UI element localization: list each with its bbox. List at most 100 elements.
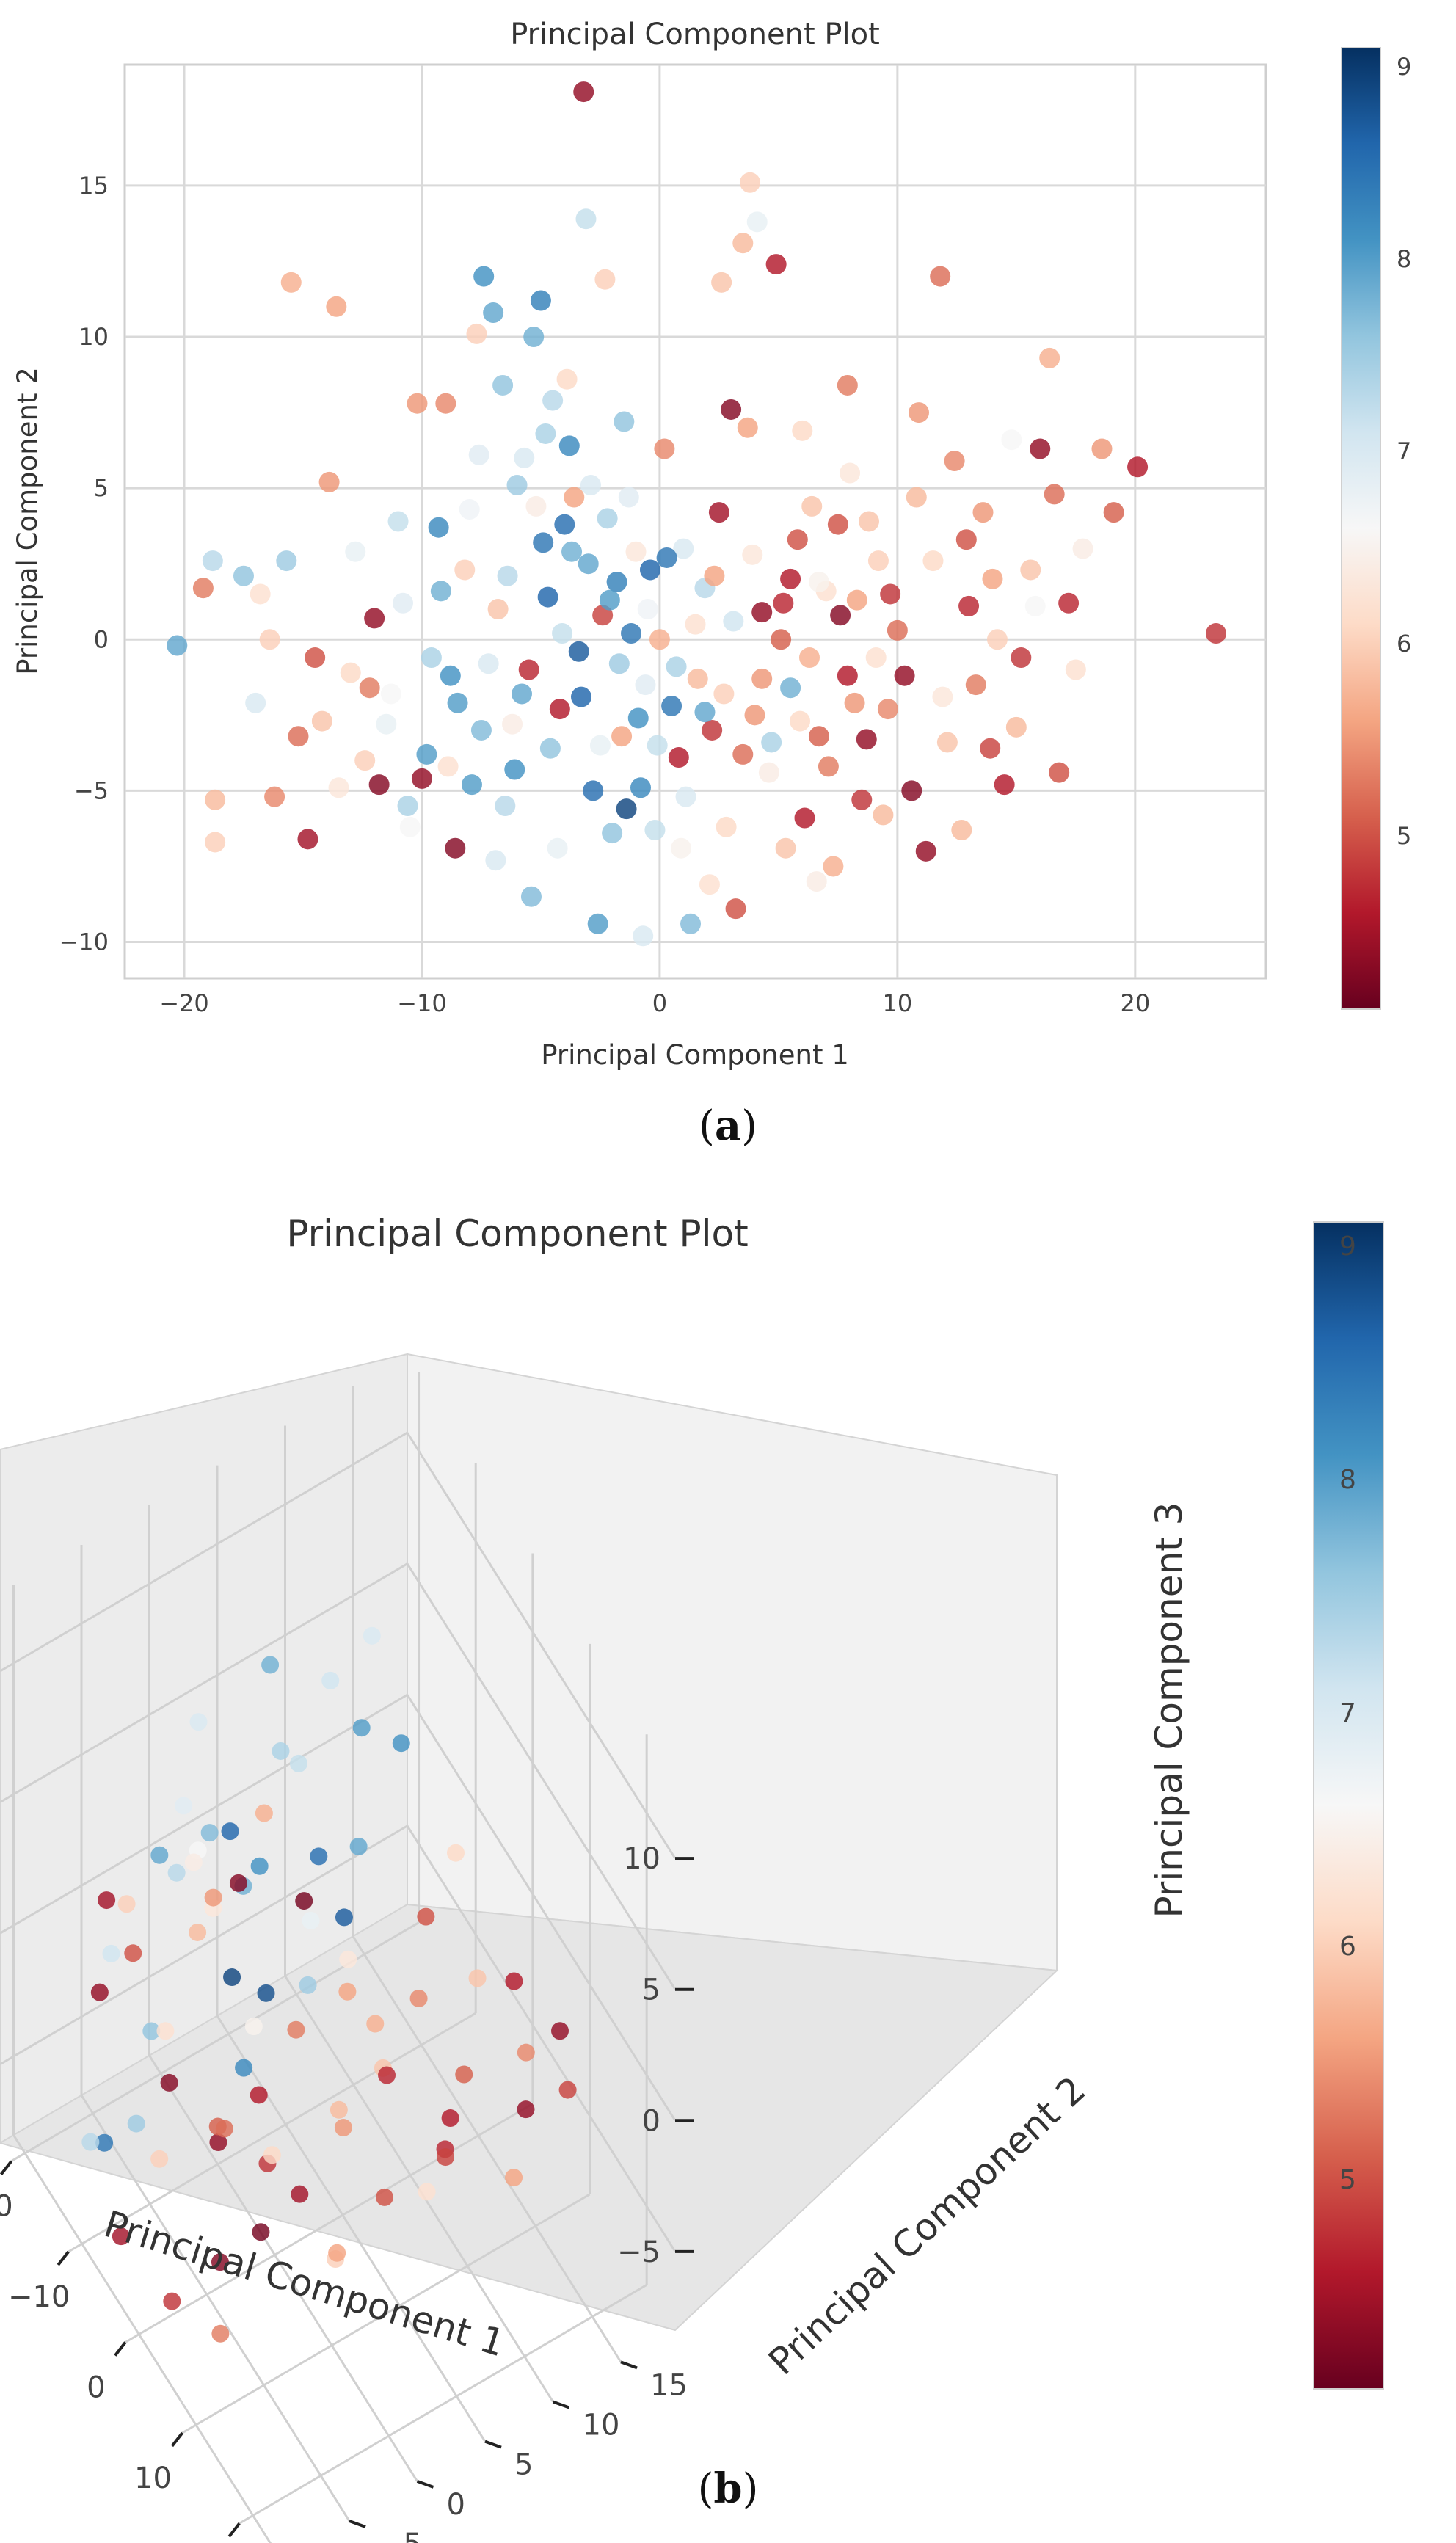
chart-a-point: [297, 829, 318, 850]
chart-a-point: [233, 565, 254, 586]
chart-b-gridline-x-floor: [239, 2284, 647, 2525]
chart-a-point: [589, 735, 611, 756]
chart-b-point: [200, 1824, 219, 1842]
chart-a-point: [780, 568, 801, 589]
chart-a-point: [837, 374, 858, 396]
caption-b-letter: b: [713, 2464, 742, 2513]
chart-a-point: [1001, 429, 1022, 451]
chart-b-point: [378, 2066, 396, 2084]
chart-b-x-tick-label: 10: [134, 2462, 172, 2495]
chart-a-point: [514, 447, 535, 468]
chart-b-y-tick-mark: [349, 2520, 366, 2528]
chart-a-point: [354, 750, 376, 771]
chart-b-point: [209, 2133, 228, 2152]
chart-b-x-tick-label: −20: [0, 2190, 13, 2224]
chart-a-point: [980, 738, 1001, 759]
chart-a-point: [668, 747, 689, 768]
chart-a-point: [473, 266, 495, 287]
chart-a-point: [345, 541, 366, 562]
chart-a-point: [167, 635, 188, 656]
chart-a-point: [387, 511, 409, 532]
chart-a-point: [922, 550, 944, 572]
chart-a-point: [1058, 592, 1080, 614]
chart-b-point: [330, 2100, 348, 2119]
chart-a-point: [732, 233, 754, 254]
chart-a-point: [435, 393, 456, 414]
chart-a-point: [1205, 623, 1226, 644]
chart-a-point: [909, 402, 930, 423]
chart-b-point: [295, 1892, 313, 1910]
chart-b-x-tick-label: −10: [8, 2280, 70, 2314]
chart-b-point: [189, 1713, 208, 1731]
chart-a-point: [533, 532, 554, 553]
chart-a-colorbar-ticks: 5 6 7 8 9: [1397, 53, 1411, 850]
chart-a-colorbar-tick-label: 6: [1397, 630, 1411, 658]
chart-a-point: [685, 614, 706, 635]
chart-a-point: [1065, 659, 1086, 680]
chart-a-point: [594, 269, 616, 290]
chart-b-x-tick-mark: [228, 2522, 241, 2538]
chart-a-point: [744, 705, 765, 726]
chart-a-point: [751, 668, 773, 689]
chart-a-point: [725, 898, 746, 920]
chart-b-point: [215, 2120, 233, 2138]
chart-b-z-tick-label: −5: [617, 2235, 660, 2269]
chart-a-x-axis-label: Principal Component 1: [541, 1039, 849, 1071]
chart-b-y-tick-label: 0: [447, 2488, 465, 2522]
chart-b-point: [257, 1984, 275, 2002]
chart-a-gridlines: [125, 65, 1266, 978]
chart-b-title: Principal Component Plot: [286, 1212, 748, 1255]
chart-a-point: [368, 774, 390, 796]
chart-a-point: [259, 629, 280, 650]
chart-a-point: [694, 702, 716, 723]
chart-a-point: [523, 327, 545, 348]
chart-a-point: [618, 487, 639, 508]
chart-a-point: [873, 804, 894, 826]
chart-a-point: [751, 602, 773, 623]
chart-b-point: [142, 2022, 161, 2040]
chart-a-point: [520, 886, 542, 907]
chart-b-point: [90, 1983, 109, 2001]
chart-b-point: [250, 1857, 269, 1875]
chart-b-point: [363, 1626, 381, 1645]
chart-b-point: [418, 2183, 436, 2201]
chart-a-point: [288, 726, 309, 747]
chart-a-point: [487, 599, 509, 620]
chart-b-point: [410, 1989, 428, 2007]
chart-a-point: [846, 589, 867, 611]
chart-b-z-tick-label: 5: [642, 1973, 660, 2007]
chart-a-point: [627, 707, 649, 729]
chart-b-point: [261, 1656, 280, 1674]
chart-a-point: [611, 726, 633, 747]
chart-a-point: [887, 619, 908, 641]
chart-a-point: [1044, 484, 1065, 505]
chart-a-point: [445, 837, 466, 859]
chart-b-point: [517, 2043, 535, 2062]
chart-a-point: [723, 611, 744, 632]
chart-a-point: [561, 541, 583, 562]
chart-a-point: [737, 417, 758, 438]
chart-a-point: [552, 623, 573, 644]
chart-b-x-tick-mark: [114, 2341, 127, 2357]
chart-b-back-pane: [407, 1353, 1058, 1972]
chart-a-point: [915, 840, 936, 862]
chart-a-point: [573, 81, 594, 103]
chart-a-point: [280, 272, 302, 293]
chart-a-point: [844, 692, 865, 713]
chart-b-y-tick-label: 10: [583, 2409, 620, 2442]
chart-b-y-tick-mark: [484, 2440, 502, 2449]
chart-a-point: [495, 796, 516, 817]
chart-a-point: [856, 729, 877, 750]
chart-a-colorbar-tick-label: 8: [1397, 245, 1411, 273]
chart-b-point: [204, 1888, 222, 1907]
chart-b-point: [112, 2227, 130, 2246]
chart-b-gridline-x-floor: [68, 2012, 476, 2253]
chart-a-colorbar: 5 6 7 8 9: [1341, 47, 1411, 1010]
chart-b-point: [446, 1844, 465, 1862]
chart-b-point: [392, 1734, 410, 1753]
chart-a-point: [906, 487, 927, 508]
chart-a-y-tick-label: 15: [79, 172, 109, 200]
chart-a-point: [956, 529, 977, 550]
chart-a-point: [506, 475, 528, 496]
chart-a-point: [1024, 595, 1046, 616]
